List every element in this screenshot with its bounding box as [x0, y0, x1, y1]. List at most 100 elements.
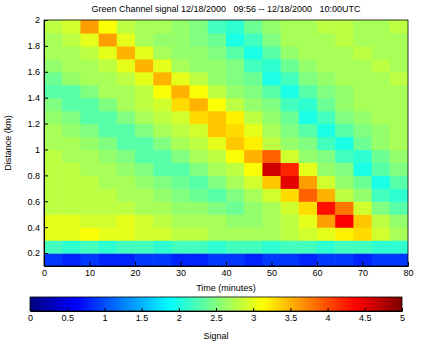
heatmap-cell	[317, 72, 336, 86]
heatmap-cell	[244, 214, 263, 228]
heatmap-cell	[353, 72, 372, 86]
heatmap-cell	[135, 124, 154, 138]
heatmap-cell	[281, 240, 300, 254]
heatmap-cell	[244, 201, 263, 215]
colorbar-axis-tick-label: 4.5	[359, 313, 372, 323]
heatmap-cell	[244, 227, 263, 241]
heatmap-cell	[244, 149, 263, 163]
x-axis-tick: 70	[358, 262, 368, 278]
heatmap-cell	[117, 33, 136, 47]
heatmap-cell	[62, 137, 81, 151]
heatmap-cell	[262, 137, 281, 151]
heatmap-cell	[62, 214, 81, 228]
colorbar-axis-tick-label: 0	[28, 313, 33, 323]
heatmap-cell	[117, 111, 136, 125]
heatmap-cell	[44, 124, 63, 138]
heatmap-cell	[299, 137, 318, 151]
heatmap-cell	[353, 188, 372, 202]
heatmap-cell	[390, 46, 408, 60]
heatmap-cell	[335, 72, 354, 86]
plot-area	[44, 20, 408, 266]
heatmap-cell	[117, 162, 136, 176]
heatmap-cell	[390, 175, 408, 189]
heatmap-cell	[153, 214, 172, 228]
heatmap-cell	[372, 124, 391, 138]
colorbar-axis-tick-mark	[179, 308, 180, 311]
heatmap-cell	[299, 85, 318, 99]
heatmap-cell	[135, 33, 154, 47]
heatmap-cell	[299, 214, 318, 228]
x-axis-tick: 30	[176, 262, 186, 278]
heatmap-cell	[44, 240, 63, 254]
heatmap-cell	[99, 188, 118, 202]
heatmap-cell	[244, 111, 263, 125]
heatmap-cell	[335, 162, 354, 176]
heatmap-cell	[171, 20, 190, 34]
heatmap-cell	[317, 59, 336, 73]
heatmap-cell	[317, 111, 336, 125]
heatmap-cell	[262, 33, 281, 47]
heatmap-cell	[44, 162, 63, 176]
heatmap-cell	[335, 20, 354, 34]
heatmap-cell	[117, 72, 136, 86]
y-axis-line	[44, 21, 45, 267]
y-axis-title: Distance (km)	[3, 115, 13, 171]
y-axis-tick-mark	[44, 201, 48, 202]
heatmap-cell	[190, 201, 209, 215]
heatmap-cell	[299, 149, 318, 163]
heatmap-cell	[317, 33, 336, 47]
heatmap-cell	[171, 240, 190, 254]
heatmap-cell	[372, 20, 391, 34]
heatmap-cell	[244, 240, 263, 254]
heatmap-cell	[117, 175, 136, 189]
heatmap-cell	[281, 20, 300, 34]
heatmap-cell	[372, 98, 391, 112]
colorbar-axis-tick-label: 2.5	[210, 313, 223, 323]
y-axis-tick: 1.6	[27, 67, 48, 77]
heatmap-cell	[262, 20, 281, 34]
colorbar-axis-tick-label: 3	[251, 313, 256, 323]
heatmap-cell	[226, 227, 245, 241]
heatmap-cell	[208, 188, 227, 202]
heatmap-cell	[335, 85, 354, 99]
heatmap-cell	[353, 20, 372, 34]
y-axis-tick: 0.8	[27, 171, 48, 181]
heatmap-cell	[190, 111, 209, 125]
heatmap-cell	[317, 46, 336, 60]
heatmap-cell	[262, 214, 281, 228]
heatmap-cell	[281, 253, 300, 266]
heatmap-cell	[317, 137, 336, 151]
x-axis-tick-mark	[135, 262, 136, 266]
heatmap-cell	[226, 85, 245, 99]
heatmap-cell	[353, 46, 372, 60]
y-axis-tick-label: 1	[35, 145, 40, 155]
heatmap-cell	[44, 46, 63, 60]
heatmap-cell	[372, 59, 391, 73]
heatmap-cell	[372, 72, 391, 86]
x-axis: 01020304050607080	[42, 262, 414, 278]
heatmap-cell	[317, 124, 336, 138]
heatmap-cell	[44, 188, 63, 202]
heatmap-cell	[208, 72, 227, 86]
heatmap-cell	[262, 240, 281, 254]
heatmap-cell	[226, 124, 245, 138]
heatmap-cell	[99, 33, 118, 47]
heatmap-cell	[208, 175, 227, 189]
colorbar-axis-tick-mark	[290, 308, 291, 311]
heatmap-cell	[135, 46, 154, 60]
y-axis-tick: 1.8	[27, 41, 48, 51]
heatmap-cell	[62, 59, 81, 73]
heatmap-cell	[372, 162, 391, 176]
colorbar-axis-tick: 2.5	[210, 308, 223, 323]
heatmap-cell	[44, 175, 63, 189]
heatmap-cell	[317, 175, 336, 189]
heatmap-cell	[390, 188, 408, 202]
x-axis-tick: 20	[130, 262, 140, 278]
heatmap-cell	[372, 253, 391, 266]
y-axis-tick-mark	[44, 227, 48, 228]
y-axis-tick-mark	[44, 149, 48, 150]
heatmap-cell	[299, 72, 318, 86]
heatmap-cell	[80, 188, 99, 202]
heatmap-cell	[390, 59, 408, 73]
heatmap-cell	[153, 46, 172, 60]
